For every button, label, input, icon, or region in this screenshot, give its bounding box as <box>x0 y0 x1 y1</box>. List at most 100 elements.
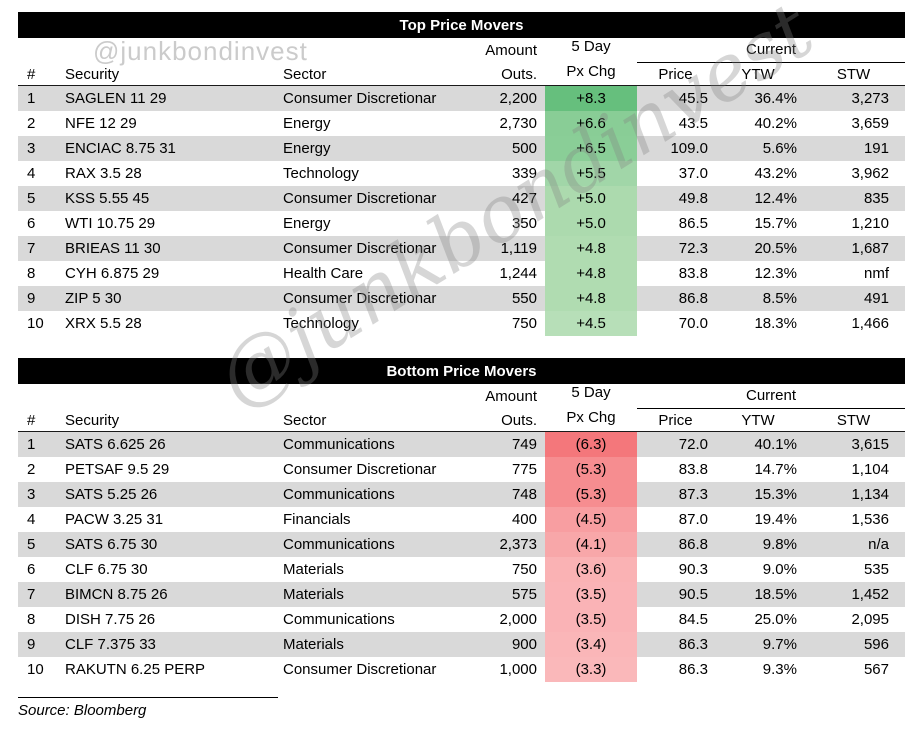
cell-rank: 4 <box>27 511 36 528</box>
table-row: 3 SATS 5.25 26 Communications 748 (5.3) … <box>18 482 905 507</box>
cell-rank: 5 <box>27 190 36 207</box>
cell-stw: n/a <box>868 536 889 553</box>
table-row: 1 SATS 6.625 26 Communications 749 (6.3)… <box>18 432 905 457</box>
header-row-group: Amount 5 Day Current <box>18 384 905 409</box>
cell-sector: Communications <box>283 611 395 628</box>
cell-security: CLF 6.75 30 <box>65 561 148 578</box>
cell-amount-outstanding: 400 <box>511 511 537 528</box>
cell-amount-outstanding: 748 <box>511 486 537 503</box>
table-row: 2 NFE 12 29 Energy 2,730 +6.6 43.5 40.2%… <box>18 111 905 136</box>
cell-ytw: 25.0% <box>754 611 797 628</box>
table-row: 6 WTI 10.75 29 Energy 350 +5.0 86.5 15.7… <box>18 211 905 236</box>
cell-amount-outstanding: 1,119 <box>500 240 537 257</box>
cell-sector: Energy <box>283 115 331 132</box>
cell-sector: Energy <box>283 140 331 157</box>
cell-5day-price-change: (3.3) <box>545 657 637 682</box>
cell-price: 45.5 <box>678 90 708 107</box>
cell-price: 109.0 <box>670 140 708 157</box>
cell-rank: 7 <box>27 240 36 257</box>
column-header-outs: Outs. <box>501 65 537 83</box>
cell-stw: 1,466 <box>851 315 889 332</box>
cell-5day-price-change: +4.8 <box>545 261 637 286</box>
cell-5day-price-change: +5.0 <box>545 186 637 211</box>
cell-amount-outstanding: 750 <box>511 315 537 332</box>
cell-price: 87.3 <box>678 486 708 503</box>
cell-security: WTI 10.75 29 <box>65 215 156 232</box>
table-title: Top Price Movers <box>399 16 524 34</box>
cell-5day-price-change: +4.5 <box>545 311 637 336</box>
cell-amount-outstanding: 750 <box>511 561 537 578</box>
column-header-pxchg: Px Chg <box>566 63 616 80</box>
column-header-rank: # <box>27 411 36 429</box>
cell-stw: 567 <box>863 661 889 678</box>
cell-price: 43.5 <box>678 115 708 132</box>
cell-amount-outstanding: 350 <box>511 215 537 232</box>
source-footnote: Source: Bloomberg <box>18 697 278 719</box>
cell-5day-price-change: (3.4) <box>545 632 637 657</box>
column-header-security: Security <box>65 65 120 83</box>
cell-rank: 6 <box>27 561 36 578</box>
table-body: 1 SATS 6.625 26 Communications 749 (6.3)… <box>18 432 905 682</box>
cell-price: 86.3 <box>678 636 708 653</box>
cell-security: SAGLEN 11 29 <box>65 90 167 107</box>
cell-security: RAX 3.5 28 <box>65 165 142 182</box>
cell-sector: Consumer Discretionar <box>283 190 437 207</box>
cell-rank: 7 <box>27 586 36 603</box>
cell-5day-price-change: +5.5 <box>545 161 637 186</box>
cell-stw: 191 <box>863 140 889 157</box>
cell-price: 86.5 <box>678 215 708 232</box>
cell-amount-outstanding: 2,000 <box>499 611 537 628</box>
table-row: 10 XRX 5.5 28 Technology 750 +4.5 70.0 1… <box>18 311 905 336</box>
column-header-sector: Sector <box>283 411 327 429</box>
cell-ytw: 9.3% <box>762 661 797 678</box>
table-title-bar: Bottom Price Movers <box>18 358 905 384</box>
cell-rank: 2 <box>27 461 36 478</box>
cell-rank: 10 <box>27 315 44 332</box>
cell-stw: 3,962 <box>851 165 889 182</box>
cell-amount-outstanding: 2,730 <box>499 115 537 132</box>
cell-ytw: 5.6% <box>762 140 797 157</box>
cell-rank: 9 <box>27 636 36 653</box>
cell-rank: 9 <box>27 290 36 307</box>
table-row: 4 RAX 3.5 28 Technology 339 +5.5 37.0 43… <box>18 161 905 186</box>
cell-security: BIMCN 8.75 26 <box>65 586 168 603</box>
cell-stw: 1,452 <box>851 586 889 603</box>
cell-rank: 10 <box>27 661 44 678</box>
cell-5day-price-change: +4.8 <box>545 286 637 311</box>
cell-rank: 3 <box>27 486 36 503</box>
cell-rank: 8 <box>27 611 36 628</box>
cell-security: SATS 6.625 26 <box>65 436 166 453</box>
cell-price: 90.3 <box>678 561 708 578</box>
column-header-amount: Amount <box>485 388 537 405</box>
cell-sector: Health Care <box>283 265 364 282</box>
cell-rank: 4 <box>27 165 36 182</box>
cell-sector: Technology <box>283 165 359 182</box>
cell-stw: 1,687 <box>851 240 889 257</box>
cell-security: SATS 5.25 26 <box>65 486 158 503</box>
cell-ytw: 9.0% <box>762 561 797 578</box>
column-header-stw: STW <box>836 411 871 429</box>
cell-security: KSS 5.55 45 <box>65 190 150 207</box>
cell-price: 86.3 <box>678 661 708 678</box>
cell-stw: 596 <box>863 636 889 653</box>
table-title: Bottom Price Movers <box>386 362 537 380</box>
cell-5day-price-change: (4.1) <box>545 532 637 557</box>
table-row: 7 BIMCN 8.75 26 Materials 575 (3.5) 90.5… <box>18 582 905 607</box>
cell-sector: Consumer Discretionar <box>283 290 437 307</box>
cell-stw: 491 <box>863 290 889 307</box>
cell-5day-price-change: +8.3 <box>545 86 637 111</box>
source-divider <box>18 697 278 698</box>
header-row-group: Amount 5 Day Current <box>18 38 905 63</box>
cell-amount-outstanding: 1,000 <box>499 661 537 678</box>
cell-sector: Materials <box>283 586 344 603</box>
column-header-price: Price <box>658 411 693 429</box>
cell-ytw: 9.8% <box>762 536 797 553</box>
cell-price: 37.0 <box>678 165 708 182</box>
cell-stw: 835 <box>863 190 889 207</box>
table-row: 2 PETSAF 9.5 29 Consumer Discretionar 77… <box>18 457 905 482</box>
cell-amount-outstanding: 550 <box>511 290 537 307</box>
cell-price: 72.3 <box>678 240 708 257</box>
cell-ytw: 8.5% <box>762 290 797 307</box>
cell-sector: Financials <box>283 511 351 528</box>
cell-sector: Consumer Discretionar <box>283 90 437 107</box>
